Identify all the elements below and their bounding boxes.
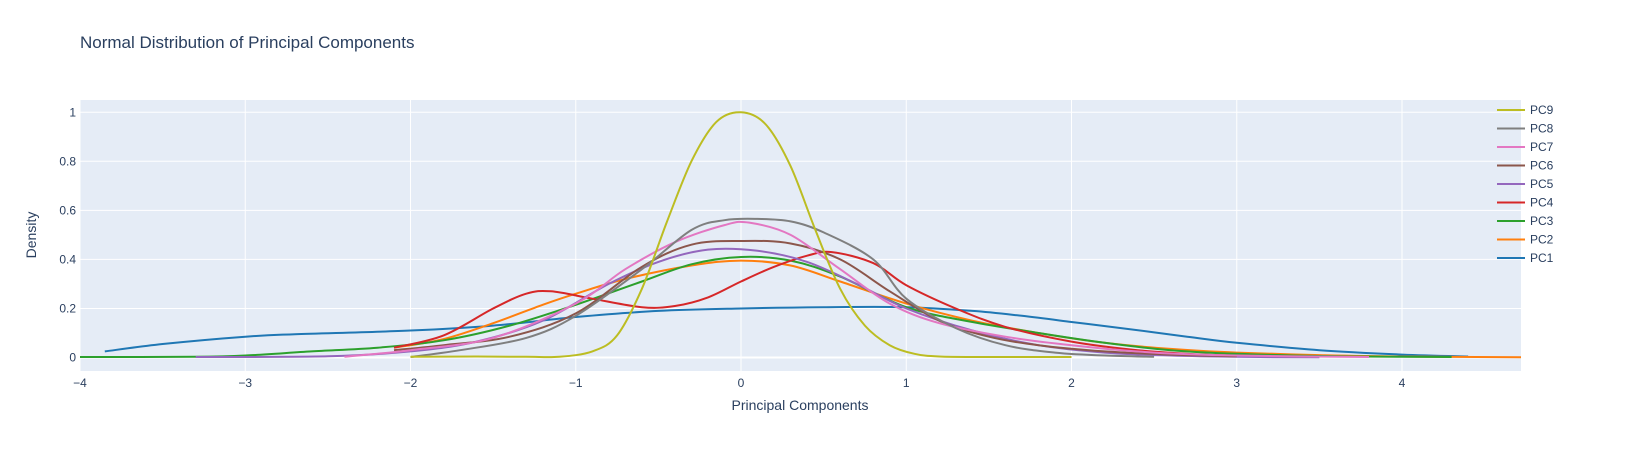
y-tick-label: 0.2 bbox=[59, 301, 76, 315]
x-tick-label: 4 bbox=[1399, 376, 1406, 390]
legend-item-pc4[interactable]: PC4 bbox=[1497, 196, 1554, 210]
series-line-pc4 bbox=[393, 250, 1270, 358]
y-tick-label: 0.4 bbox=[59, 252, 76, 266]
legend-label: PC7 bbox=[1530, 140, 1554, 154]
series-line-pc5 bbox=[195, 247, 1320, 359]
y-tick-label: 1 bbox=[69, 105, 76, 119]
legend-label: PC6 bbox=[1530, 159, 1554, 173]
y-axis-title: Density bbox=[23, 212, 39, 259]
legend-label: PC4 bbox=[1530, 196, 1554, 210]
x-tick-label: 3 bbox=[1233, 376, 1240, 390]
legend-item-pc7[interactable]: PC7 bbox=[1497, 140, 1554, 154]
y-tick-labels: 0 0.2 0.4 0.6 0.8 1 bbox=[59, 105, 76, 364]
plot-area bbox=[80, 100, 1521, 371]
series-line-pc1 bbox=[104, 305, 1469, 358]
legend-item-pc2[interactable]: PC2 bbox=[1497, 233, 1554, 247]
y-tick-label: 0.8 bbox=[59, 154, 76, 168]
x-tick-label: −4 bbox=[73, 376, 87, 390]
x-tick-labels: −4 −3 −2 −1 0 1 2 3 4 bbox=[73, 376, 1406, 390]
y-tick-label: 0 bbox=[69, 351, 76, 365]
legend-label: PC8 bbox=[1530, 122, 1554, 136]
series-line-pc3 bbox=[80, 255, 1452, 358]
legend-item-pc8[interactable]: PC8 bbox=[1497, 122, 1554, 136]
series-line-pc9 bbox=[410, 111, 1072, 359]
x-tick-label: −1 bbox=[569, 376, 583, 390]
legend-label: PC5 bbox=[1530, 177, 1554, 191]
legend-label: PC3 bbox=[1530, 214, 1554, 228]
legend-item-pc1[interactable]: PC1 bbox=[1497, 251, 1554, 265]
legend[interactable]: PC9 PC8 PC7 PC6 PC5 PC4 PC3 PC2 PC1 bbox=[1497, 103, 1554, 265]
legend-label: PC2 bbox=[1530, 233, 1554, 247]
x-tick-label: 2 bbox=[1068, 376, 1075, 390]
x-tick-label: −2 bbox=[404, 376, 418, 390]
series-line-pc7 bbox=[344, 220, 1370, 358]
legend-label: PC1 bbox=[1530, 251, 1554, 265]
legend-label: PC9 bbox=[1530, 103, 1554, 117]
legend-item-pc5[interactable]: PC5 bbox=[1497, 177, 1554, 191]
chart-title: Normal Distribution of Principal Compone… bbox=[80, 33, 414, 52]
x-tick-label: 1 bbox=[903, 376, 910, 390]
legend-item-pc9[interactable]: PC9 bbox=[1497, 103, 1554, 117]
x-tick-label: 0 bbox=[738, 376, 745, 390]
x-tick-label: −3 bbox=[238, 376, 252, 390]
series-line-pc8 bbox=[410, 217, 1155, 358]
y-tick-label: 0.6 bbox=[59, 203, 76, 217]
legend-item-pc6[interactable]: PC6 bbox=[1497, 159, 1554, 173]
legend-item-pc3[interactable]: PC3 bbox=[1497, 214, 1554, 228]
x-axis-title: Principal Components bbox=[732, 397, 869, 413]
series-lines bbox=[80, 111, 1521, 359]
